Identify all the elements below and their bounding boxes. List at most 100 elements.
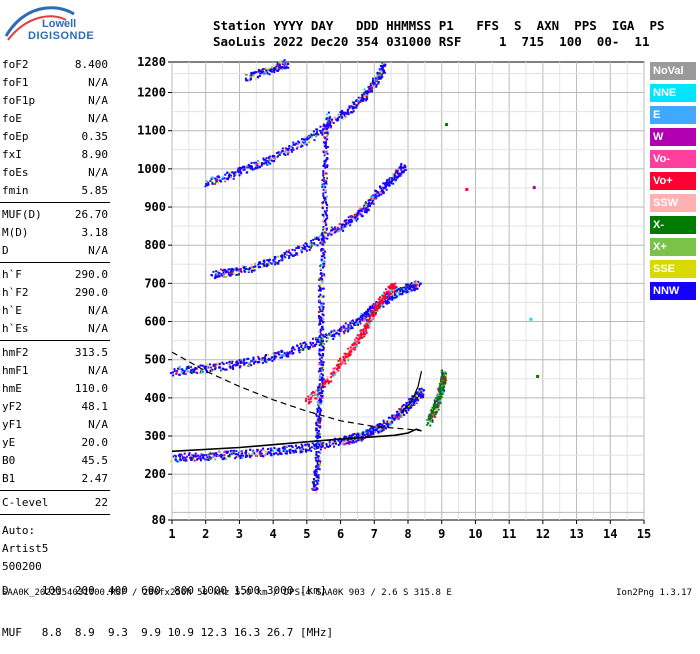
isolated-echo-point <box>532 186 536 190</box>
param-value: N/A <box>88 76 108 89</box>
trace-dot <box>286 450 288 453</box>
trace-dot <box>324 197 327 200</box>
trace-dot <box>233 363 236 366</box>
trace-dot <box>318 344 321 347</box>
legend-item-vo: Vo+ <box>650 172 696 190</box>
trace-dot <box>322 170 325 173</box>
trace-dot <box>413 286 416 289</box>
trace-dot <box>361 336 364 339</box>
trace-dot <box>304 242 307 245</box>
trace-dot <box>347 438 350 441</box>
trace-dot <box>350 348 353 351</box>
trace-dot <box>322 241 325 243</box>
trace-dot <box>320 305 323 308</box>
trace-dot <box>322 314 325 317</box>
param-value: 22 <box>94 496 108 509</box>
trace-dot <box>296 253 299 256</box>
trace-dot <box>316 408 319 411</box>
trace-dot <box>324 191 327 194</box>
trace-dot <box>345 220 348 223</box>
trace-dot <box>350 350 353 353</box>
trace-dot <box>250 263 253 266</box>
trace-dot <box>315 450 318 453</box>
trace-dot <box>318 317 321 320</box>
trace-dot <box>249 77 252 80</box>
trace-dot <box>375 84 378 87</box>
trace-dot <box>391 416 394 419</box>
trace-dot <box>367 89 370 92</box>
trace-dot <box>267 448 269 451</box>
trace-dot <box>224 173 227 176</box>
trace-dot <box>382 305 385 308</box>
trace-dot <box>376 427 379 430</box>
trace-dot <box>187 454 190 456</box>
logo-text-digisonde: DIGISONDE <box>28 30 95 42</box>
trace-dot <box>280 349 283 352</box>
trace-dot <box>175 459 177 462</box>
trace-dot <box>317 387 320 390</box>
trace-dot <box>318 446 321 449</box>
trace-dot <box>325 340 328 343</box>
trace-dot <box>227 362 230 365</box>
trace-dot <box>321 185 324 188</box>
trace-dot <box>262 359 264 362</box>
trace-dot <box>272 454 275 457</box>
param-key: h`F2 <box>2 286 29 299</box>
trace-dot <box>378 302 381 305</box>
trace-dot <box>317 474 320 477</box>
trace-dot <box>322 306 325 309</box>
trace-dot <box>261 266 264 269</box>
trace-dot <box>359 320 361 323</box>
trace-dot <box>283 59 286 62</box>
trace-dot <box>333 373 336 376</box>
trace-dot <box>366 429 369 432</box>
trace-dot <box>352 347 355 350</box>
param-row: yE 20.0 <box>2 434 108 452</box>
trace-dot <box>320 337 323 340</box>
trace-dot <box>378 77 381 80</box>
trace-dot <box>421 390 424 392</box>
trace-dot <box>267 69 270 72</box>
trace-dot <box>243 363 246 366</box>
trace-dot <box>222 367 225 370</box>
trace-dot <box>259 450 261 453</box>
trace-dot <box>411 284 414 287</box>
trace-dot <box>413 285 416 288</box>
trace-dot <box>241 452 244 455</box>
trace-dot <box>295 451 298 454</box>
trace-dot <box>340 116 343 118</box>
trace-dot <box>366 95 369 98</box>
trace-dot <box>371 90 373 93</box>
trace-dot <box>379 428 382 430</box>
trace-dot <box>342 229 345 232</box>
trace-dot <box>365 91 368 94</box>
trace-dot <box>383 291 386 294</box>
trace-dot <box>390 285 393 288</box>
trace-dot <box>332 338 335 340</box>
trace-dot <box>326 380 329 382</box>
trace-dot <box>346 110 349 113</box>
trace-dot <box>297 246 300 249</box>
trace-dot <box>330 372 333 375</box>
trace-dot <box>307 347 310 349</box>
trace-dot <box>375 311 377 314</box>
trace-dot <box>273 257 276 260</box>
trace-dot <box>250 364 253 367</box>
trace-dot <box>239 457 242 459</box>
trace-dot <box>231 362 233 365</box>
trace-dot <box>325 123 328 126</box>
trace-dot <box>294 449 297 452</box>
param-value: 2.47 <box>81 472 109 485</box>
trace-dot <box>406 283 409 286</box>
trace-dot <box>400 408 403 411</box>
trace-dot <box>377 81 380 83</box>
trace-dot <box>252 360 255 363</box>
trace-dot <box>433 406 436 409</box>
trace-dot <box>358 214 360 217</box>
trace-dot <box>342 443 345 446</box>
trace-dot <box>390 177 393 179</box>
trace-dot <box>313 480 316 483</box>
param-row: yF1 N/A <box>2 416 108 434</box>
trace-dot <box>271 68 274 71</box>
trace-dot <box>330 380 333 383</box>
